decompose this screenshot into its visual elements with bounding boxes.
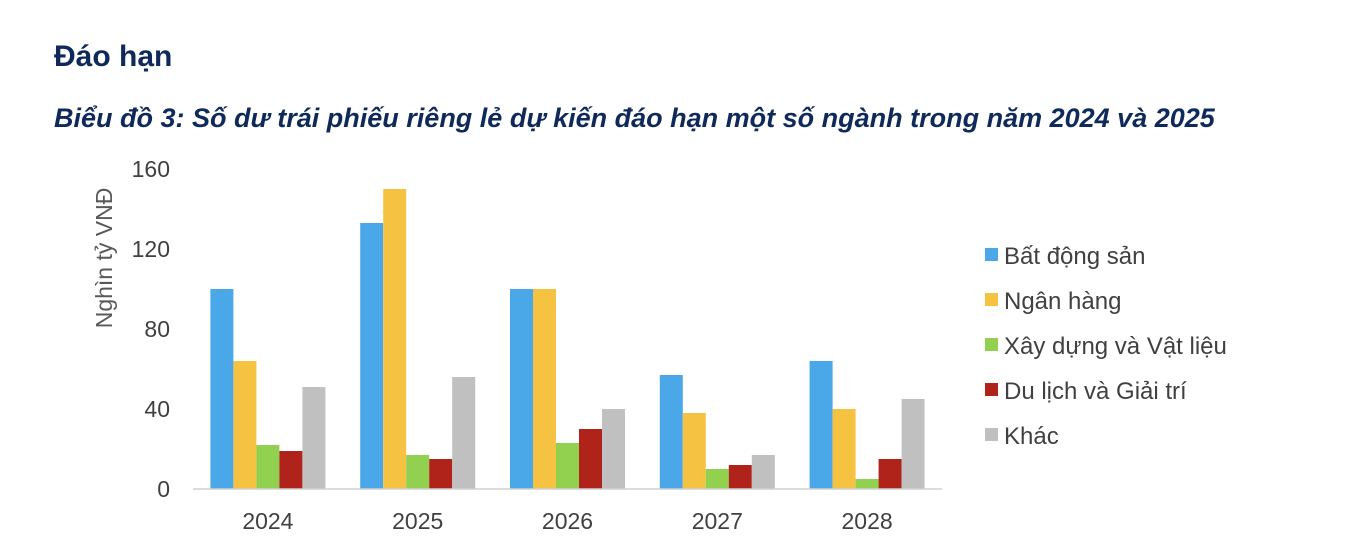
bar — [233, 361, 257, 489]
bar — [751, 455, 775, 489]
x-tick-label: 2026 — [542, 508, 593, 534]
bar — [452, 377, 476, 489]
bar — [256, 445, 280, 489]
x-tick-label: 2024 — [242, 508, 293, 534]
bar — [406, 455, 430, 489]
x-tick-label: 2027 — [692, 508, 743, 534]
bar — [602, 409, 625, 489]
bar — [383, 189, 407, 489]
x-axis-ticks: 2024 2025 2026 2027 2028 — [242, 508, 892, 534]
x-tick-label: 2028 — [842, 508, 893, 534]
y-tick-label: 40 — [144, 396, 170, 422]
bar — [832, 409, 856, 489]
legend-label: Bất động sản — [1004, 243, 1145, 270]
bar — [878, 459, 902, 489]
x-tick-label: 2025 — [392, 508, 443, 534]
bar — [809, 361, 833, 489]
legend-swatch — [985, 338, 998, 351]
bar — [279, 451, 303, 489]
legend-label: Ngân hàng — [1004, 288, 1121, 315]
y-tick-label: 120 — [132, 236, 170, 262]
y-axis-label: Nghìn tỷ VNĐ — [91, 188, 117, 329]
legend-swatch — [985, 248, 998, 261]
bar — [510, 289, 533, 489]
y-tick-label: 160 — [132, 156, 170, 182]
y-tick-label: 0 — [157, 476, 170, 502]
chart-title: Biểu đồ 3: Số dư trái phiếu riêng lẻ dự … — [54, 103, 1215, 133]
bar — [556, 443, 579, 489]
bar — [360, 223, 384, 489]
legend-swatch — [985, 383, 998, 396]
y-tick-label: 80 — [144, 316, 170, 342]
bar — [210, 289, 234, 489]
legend-swatch — [985, 293, 998, 306]
legend: Bất động sản Ngân hàng Xây dựng và Vật liệ… — [985, 243, 1227, 450]
bar — [579, 429, 602, 489]
bar — [901, 399, 925, 489]
y-axis-ticks: 0 40 80 120 160 — [132, 156, 170, 502]
bar — [728, 465, 752, 489]
bar — [855, 479, 879, 489]
section-heading: Đáo hạn — [54, 40, 173, 73]
legend-swatch — [985, 428, 998, 441]
bar — [302, 387, 326, 489]
bar — [429, 459, 453, 489]
bar — [659, 375, 683, 489]
bar — [705, 469, 729, 489]
legend-label: Khác — [1004, 423, 1059, 450]
bars — [210, 189, 925, 489]
legend-label: Du lịch và Giải trí — [1004, 378, 1187, 405]
bar — [682, 413, 706, 489]
bar — [533, 289, 556, 489]
legend-label: Xây dựng và Vật liệu — [1004, 333, 1227, 360]
